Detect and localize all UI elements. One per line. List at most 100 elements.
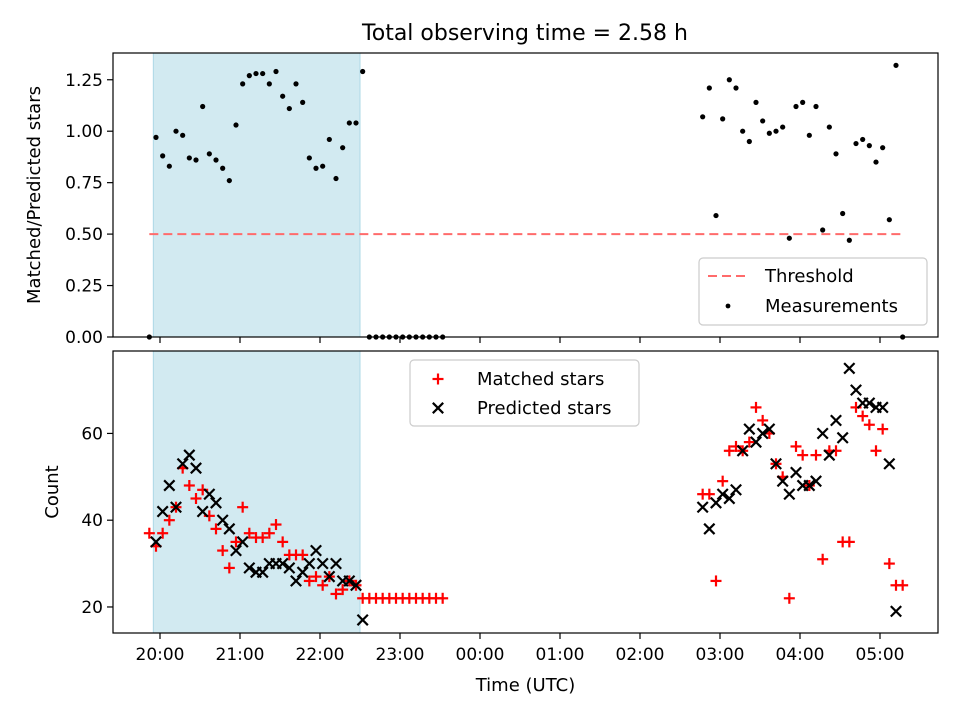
measurement-point [726, 77, 732, 83]
predicted-star-marker [350, 579, 362, 592]
marker-stroke [330, 557, 342, 570]
time-x-tick-label: 20:00 [136, 645, 185, 665]
measurement-point [286, 105, 292, 112]
ratio-y-axis-label: Matched/Predicted stars [24, 86, 45, 304]
measurement-point [846, 237, 852, 243]
measurement-point [280, 93, 286, 99]
time-x-tick-label: 01:00 [536, 645, 585, 665]
observing-window-span [152, 52, 361, 338]
marker-stroke [830, 414, 842, 427]
measurement-point [880, 145, 886, 151]
measurement-point [226, 177, 232, 184]
marker-stroke [323, 570, 336, 583]
matched-star-marker [303, 575, 315, 587]
measurement-point [753, 99, 759, 105]
predicted-star-marker [810, 475, 822, 488]
time-x-tick-label: 03:00 [696, 645, 745, 665]
predicted-star-marker [710, 496, 722, 509]
marker-stroke [790, 466, 802, 479]
predicted-star-marker [330, 557, 342, 570]
ratio-y-tick-label: 0.75 [65, 174, 103, 194]
time-x-axis: 20:00 21:00 22:00 23:00 00:00 01:00 02:00 03:00… [136, 633, 905, 665]
marker-stroke [196, 505, 209, 518]
observing-window-span [152, 350, 361, 634]
marker-stroke [816, 427, 829, 440]
marker-stroke [203, 488, 216, 501]
time-x-tick-label: 05:00 [856, 645, 905, 665]
predicted-star-marker [183, 449, 196, 462]
measurement-point [740, 128, 746, 134]
marker-stroke [276, 557, 289, 570]
marker-stroke [163, 479, 176, 492]
ratio-y-tick-label: 1.00 [65, 122, 103, 142]
marker-stroke [230, 544, 242, 557]
marker-stroke [223, 522, 236, 535]
predicted-star-marker [196, 505, 209, 518]
matched-star-marker [270, 519, 282, 531]
measurement-point [206, 151, 212, 157]
predicted-star-marker [830, 414, 842, 427]
measurement-point [706, 85, 712, 91]
count-y-axis-label: Count [42, 465, 63, 518]
matched-star-marker [257, 532, 269, 544]
predicted-star-marker [696, 501, 709, 514]
marker-stroke [750, 436, 762, 449]
matched-star-marker [797, 449, 809, 461]
matched-star-marker [277, 536, 289, 548]
matched-star-marker [297, 549, 309, 561]
marker-stroke [710, 496, 722, 509]
predicted-star-marker [236, 535, 249, 548]
marker-stroke [716, 488, 729, 501]
matched-star-marker [317, 579, 329, 591]
count-y-tick-label: 60 [81, 424, 103, 444]
measurement-point [886, 217, 892, 223]
marker-stroke [176, 457, 189, 470]
legend-measurement-label: Measurements [765, 296, 898, 317]
predicted-star-marker [763, 423, 776, 436]
matched-star-marker [743, 436, 755, 448]
matched-star-marker [263, 527, 275, 539]
predicted-star-marker [756, 427, 769, 440]
time-x-tick-label: 02:00 [616, 645, 665, 665]
measurement-point [353, 120, 359, 126]
predicted-star-marker [883, 457, 896, 470]
matched-star-marker [163, 514, 175, 526]
matched-star-marker [883, 558, 895, 570]
measurement-point [853, 140, 859, 147]
measurement-point [700, 114, 706, 120]
measurement-point [713, 212, 719, 219]
measurement-point [840, 210, 846, 217]
marker-stroke [350, 579, 362, 592]
predicted-star-marker [283, 561, 296, 574]
marker-stroke [730, 483, 742, 496]
matched-star-marker [230, 536, 242, 548]
matched-star-marker [210, 523, 222, 535]
marker-stroke [190, 462, 202, 475]
marker-stroke [183, 449, 196, 462]
marker-stroke [310, 544, 322, 557]
predicted-star-marker [150, 535, 162, 548]
marker-stroke [303, 557, 316, 570]
marker-stroke [243, 561, 256, 574]
measurement-point [746, 138, 752, 145]
observing-window-shade-bottom [152, 350, 361, 634]
marker-stroke [150, 535, 162, 548]
ratio-panel: 0.00 0.25 0.50 0.75 1.00 1.25 Matched/Predict… [24, 52, 939, 348]
predicted-star-marker [243, 561, 256, 574]
matched-star-marker [877, 423, 889, 435]
predicted-star-marker [723, 492, 736, 505]
predicted-star-marker [863, 397, 876, 410]
matched-star-marker [717, 475, 729, 487]
marker-stroke [850, 384, 862, 397]
matched-star-marker [243, 527, 255, 539]
measurement-points [146, 62, 906, 340]
chart-title: Total observing time = 2.58 h [361, 21, 688, 46]
measurement-point [893, 62, 899, 68]
predicted-star-marker [803, 479, 816, 492]
marker-stroke [803, 479, 816, 492]
marker-stroke [756, 427, 769, 440]
marker-stroke [823, 449, 836, 462]
measurement-point [166, 163, 172, 169]
matched-star-marker [843, 536, 855, 548]
measurement-point [813, 103, 819, 110]
